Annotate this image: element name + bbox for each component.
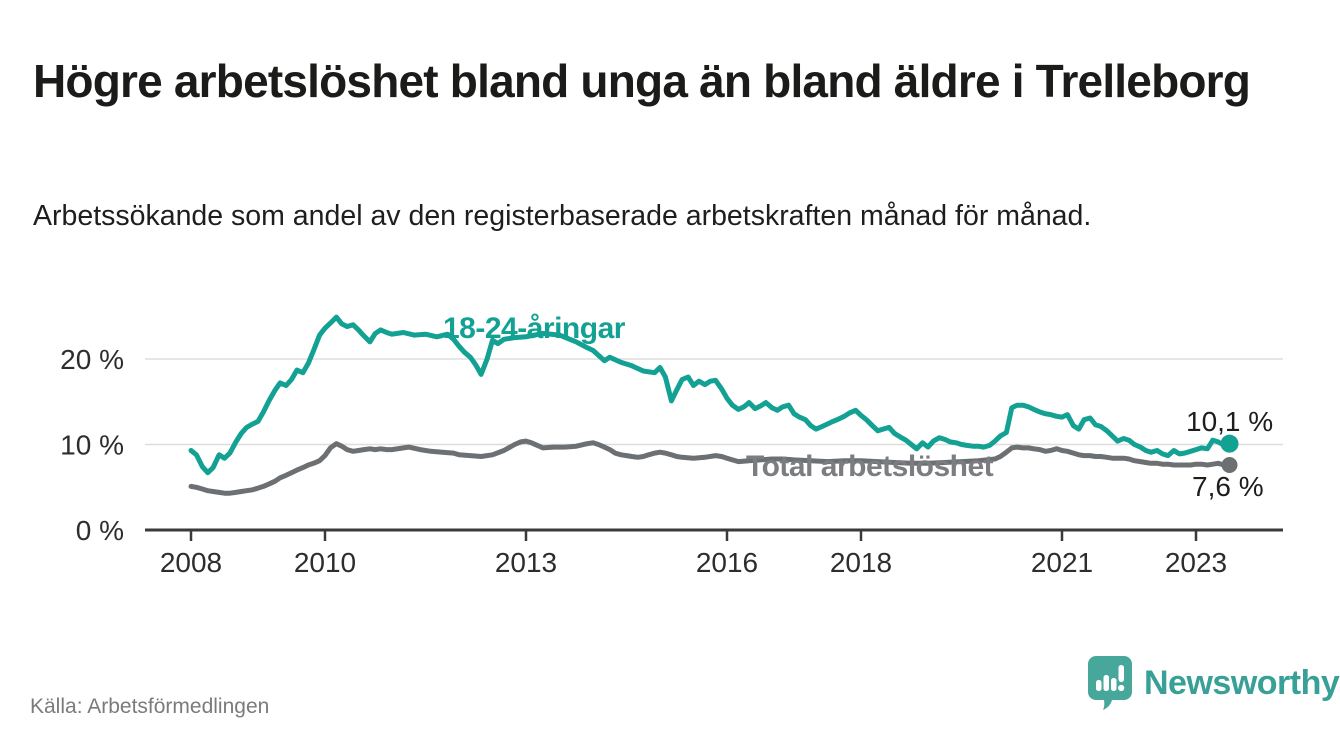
- chart-title: Högre arbetslöshet bland unga än bland ä…: [33, 54, 1251, 107]
- series-label-0: 18-24-åringar: [443, 312, 626, 345]
- series-end-dot-0: [1220, 434, 1239, 453]
- y-tick-label: 20 %: [60, 344, 124, 375]
- chart-subtitle: Arbetssökande som andel av den registerb…: [33, 199, 1092, 232]
- source-text: Källa: Arbetsförmedlingen: [30, 695, 270, 718]
- series-end-dot-1: [1221, 457, 1238, 474]
- bar-1: [1096, 680, 1102, 691]
- x-tick-label: 2018: [830, 547, 892, 578]
- exclamation-dot: [1118, 684, 1125, 692]
- x-tick-label: 2016: [696, 547, 758, 578]
- newsworthy-logo: Newsworthy: [1085, 652, 1340, 714]
- bar-3: [1111, 678, 1117, 691]
- x-tick-label: 2023: [1165, 547, 1227, 578]
- end-value-label-1: 7,6 %: [1192, 471, 1264, 502]
- series-line-0: [188, 314, 1232, 476]
- x-tick-label: 2013: [495, 547, 557, 578]
- x-tick-label: 2021: [1031, 547, 1093, 578]
- bar-2: [1103, 675, 1109, 691]
- series-label-1: Total arbetslöshet: [746, 450, 994, 483]
- exclamation-bar: [1118, 665, 1124, 682]
- end-value-label-0: 10,1 %: [1186, 406, 1273, 437]
- speech-bubble-shape: [1088, 656, 1132, 710]
- newsworthy-brand-text: Newsworthy: [1144, 664, 1340, 702]
- y-tick-label: 0 %: [76, 515, 124, 546]
- x-tick-label: 2008: [160, 547, 222, 578]
- newsworthy-logo-icon: [1088, 656, 1132, 710]
- series-line-1: [188, 438, 1232, 496]
- x-tick-label: 2010: [294, 547, 356, 578]
- y-tick-label: 10 %: [60, 430, 124, 461]
